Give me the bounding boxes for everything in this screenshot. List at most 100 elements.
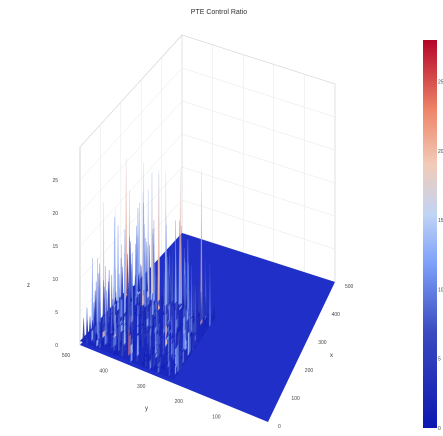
- surface-spike: [156, 343, 159, 347]
- surface-spike: [134, 339, 137, 357]
- surface-spike: [130, 296, 133, 303]
- surface-spikes: [82, 158, 216, 378]
- surface-spike: [145, 352, 148, 358]
- surface-spike: [206, 323, 209, 327]
- surface-spike: [179, 326, 182, 331]
- surface-spike: [159, 343, 162, 359]
- surface-spike: [158, 343, 161, 348]
- surface-spike: [161, 322, 164, 330]
- surface-spike: [145, 271, 149, 294]
- surface-spike: [147, 328, 151, 332]
- surface-spike: [113, 350, 116, 357]
- surface-spike: [129, 304, 132, 307]
- surface-spike: [200, 170, 203, 326]
- surface-spike: [158, 345, 161, 349]
- surface-spike: [106, 332, 109, 336]
- surface-spike: [198, 276, 201, 314]
- surface-spike: [123, 323, 127, 326]
- surface-spike: [150, 333, 153, 357]
- surface-spike: [148, 353, 151, 360]
- colorbar-tick-label: 15: [438, 218, 443, 224]
- surface-spike: [189, 331, 192, 337]
- surface-spike: [161, 293, 164, 307]
- surface-spike: [170, 289, 173, 358]
- surface-spike: [213, 304, 216, 321]
- surface-spike: [131, 252, 134, 323]
- colorbar-tick-label: 20: [438, 149, 443, 155]
- surface-spike: [142, 203, 145, 292]
- surface-spike: [163, 367, 166, 371]
- surface-spike: [168, 275, 171, 306]
- surface-spike: [180, 355, 183, 359]
- surface-spike: [107, 269, 111, 319]
- z-tick-label: 10: [52, 277, 58, 283]
- surface-spike: [163, 335, 166, 339]
- surface-spike: [91, 319, 94, 332]
- surface-spike: [144, 336, 147, 353]
- surface-spike: [116, 340, 119, 352]
- surface-spike: [153, 302, 156, 305]
- surface-spike: [169, 301, 172, 304]
- surface-spike: [201, 274, 204, 320]
- surface-spike: [202, 311, 205, 331]
- surface-spike: [205, 316, 208, 322]
- surface-spike: [116, 301, 119, 304]
- surface-spike: [200, 292, 202, 322]
- surface-spike: [95, 336, 99, 342]
- surface-spike: [150, 171, 154, 296]
- surface-spike: [170, 304, 173, 307]
- x-tick-label: 0: [278, 424, 281, 430]
- surface-spike: [188, 313, 191, 316]
- surface-spike: [136, 332, 139, 337]
- surface-spike: [122, 316, 125, 320]
- surface-spike: [208, 263, 211, 328]
- surface-spike: [153, 310, 156, 313]
- surface-spike: [187, 239, 190, 312]
- surface-spike: [111, 338, 114, 342]
- grid-line: [79, 133, 336, 247]
- surface-spike: [156, 329, 159, 335]
- colorbar-ticks: 0 5 10 15 20 25: [438, 80, 443, 432]
- surface-spike: [166, 352, 169, 355]
- surface-spike: [180, 225, 183, 310]
- surface-spike: [146, 332, 149, 335]
- surface-spike: [174, 220, 177, 305]
- surface-spike: [176, 326, 179, 347]
- x-tick-label: 200: [305, 368, 314, 374]
- surface-spike: [192, 312, 195, 323]
- surface-spike: [88, 316, 92, 334]
- surface-spike: [165, 224, 168, 307]
- surface-spike: [150, 367, 153, 371]
- surface-spike: [157, 169, 160, 303]
- surface-spike: [126, 253, 129, 295]
- surface-spike: [170, 369, 173, 374]
- surface-spike: [138, 202, 141, 296]
- surface-spike: [120, 341, 123, 349]
- surface-spike: [178, 312, 181, 330]
- surface-spike: [102, 280, 105, 327]
- surface-spike: [135, 308, 138, 311]
- surface-spike: [99, 325, 103, 338]
- colorbar: [423, 40, 437, 428]
- surface-spike: [150, 323, 154, 338]
- surface-spike: [147, 330, 150, 333]
- surface-spike: [180, 332, 183, 352]
- surface-spike: [143, 352, 146, 359]
- surface-spike: [103, 323, 106, 326]
- surface-spike: [161, 349, 164, 353]
- surface-spike: [137, 324, 140, 328]
- colorbar-tick-label: 25: [438, 80, 443, 86]
- surface-spike: [153, 345, 156, 351]
- surface-spike: [204, 296, 207, 318]
- y-tick-label: 200: [175, 399, 184, 405]
- surface-spike: [108, 344, 111, 348]
- surface-spike: [155, 271, 158, 304]
- surface-spike: [160, 327, 163, 349]
- z-tick-label: 0: [55, 343, 58, 349]
- surface-spike: [166, 361, 169, 365]
- surface-spike: [121, 266, 124, 301]
- surface-spike: [167, 308, 170, 322]
- surface-spike: [114, 297, 117, 306]
- surface-spike: [191, 316, 194, 319]
